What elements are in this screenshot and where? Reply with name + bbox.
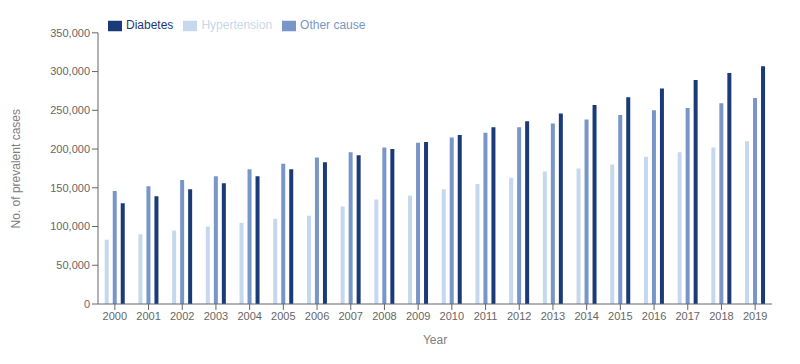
svg-text:Year: Year [423, 333, 447, 347]
svg-text:100,000: 100,000 [50, 220, 90, 232]
svg-text:2005: 2005 [271, 310, 295, 322]
svg-text:2007: 2007 [339, 310, 363, 322]
html-text:Other cause: Other cause [300, 18, 366, 32]
svg-text:2015: 2015 [608, 310, 632, 322]
svg-text:0: 0 [84, 298, 90, 310]
svg-text:350,000: 350,000 [50, 27, 90, 39]
svg-text:2019: 2019 [743, 310, 767, 322]
svg-text:2018: 2018 [709, 310, 733, 322]
html-text:Diabetes: Diabetes [126, 18, 174, 32]
svg-text:2014: 2014 [574, 310, 598, 322]
svg-text:2001: 2001 [136, 310, 160, 322]
svg-text:200,000: 200,000 [50, 143, 90, 155]
svg-text:2004: 2004 [237, 310, 261, 322]
svg-text:2009: 2009 [406, 310, 430, 322]
svg-text:2000: 2000 [103, 310, 127, 322]
svg-text:2016: 2016 [642, 310, 666, 322]
svg-text:2013: 2013 [541, 310, 565, 322]
svg-text:2003: 2003 [204, 310, 228, 322]
svg-text:2011: 2011 [474, 310, 498, 322]
svg-text:150,000: 150,000 [50, 182, 90, 194]
svg-text:50,000: 50,000 [56, 259, 90, 271]
svg-text:2002: 2002 [170, 310, 194, 322]
svg-text:250,000: 250,000 [50, 104, 90, 116]
svg-text:2008: 2008 [372, 310, 396, 322]
svg-text:2012: 2012 [507, 310, 531, 322]
html-text:Hypertension: Hypertension [201, 18, 273, 32]
svg-text:No. of prevalent cases: No. of prevalent cases [9, 109, 23, 228]
svg-text:300,000: 300,000 [50, 65, 90, 77]
svg-text:2006: 2006 [305, 310, 329, 322]
svg-text:2010: 2010 [440, 310, 464, 322]
svg-text:2017: 2017 [676, 310, 700, 322]
